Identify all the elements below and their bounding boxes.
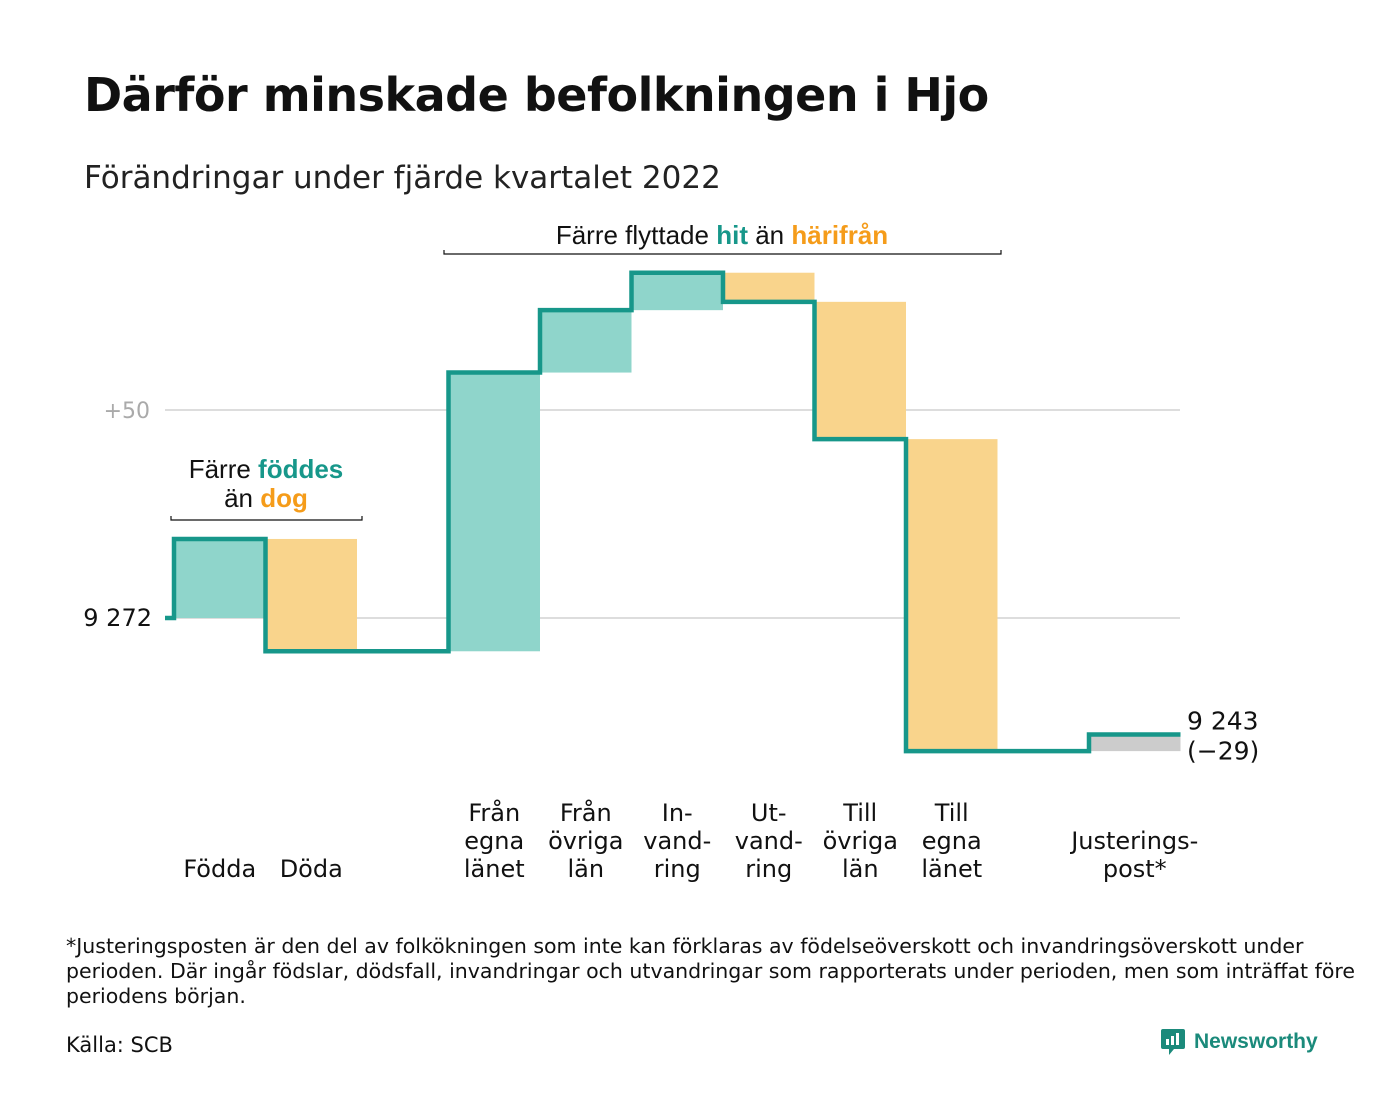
- category-label: län: [842, 855, 879, 883]
- births-bracket: [170, 516, 363, 521]
- end-change-label: (−29): [1187, 736, 1259, 765]
- bar-8-decrease: [906, 439, 998, 752]
- category-label: Från: [560, 798, 612, 827]
- category-label: ring: [745, 855, 792, 883]
- bar-5-increase: [631, 272, 723, 311]
- page-subtitle: Förändringar under fjärde kvartalet 2022: [84, 160, 721, 196]
- births-annotation-line2: än dog: [224, 483, 308, 513]
- footnote: *Justeringsposten är den del av folkökni…: [66, 934, 1355, 1008]
- category-label: egna: [922, 827, 982, 855]
- brand-logo[interactable]: Newsworthy: [1160, 1027, 1318, 1057]
- brand-name: Newsworthy: [1194, 1030, 1318, 1053]
- category-label: Justerings-: [1069, 827, 1198, 855]
- category-label: post*: [1103, 855, 1167, 883]
- bar-6-decrease: [723, 272, 815, 302]
- bar-1-decrease: [265, 538, 357, 652]
- bar-10-adjustment: [1089, 734, 1181, 752]
- gridline-label: +50: [104, 399, 150, 424]
- waterfall-line: [165, 270, 1181, 754]
- category-label: Födda: [183, 855, 256, 883]
- bar-3-increase: [448, 372, 540, 652]
- category-label: vand-: [643, 827, 711, 855]
- category-label: vand-: [735, 827, 803, 855]
- bar-0-increase: [174, 538, 266, 618]
- start-value-label: 9 272: [83, 604, 152, 632]
- category-label: övriga: [548, 827, 623, 855]
- category-label: övriga: [823, 827, 898, 855]
- bar-7-decrease: [814, 301, 906, 440]
- category-label: Från: [468, 798, 520, 827]
- category-label: Ut-: [751, 799, 787, 827]
- category-label: In-: [662, 799, 693, 827]
- births-annotation: Färre föddes: [189, 454, 344, 484]
- category-label: Till: [842, 799, 877, 827]
- category-label: länet: [921, 855, 982, 883]
- end-value-label: 9 243: [1187, 706, 1259, 735]
- moves-bracket: [443, 250, 1002, 255]
- category-label: län: [567, 855, 604, 883]
- category-label: Till: [934, 799, 969, 827]
- source-note: Källa: SCB: [66, 1033, 173, 1057]
- newsworthy-logo-icon: [1161, 1029, 1185, 1055]
- category-label: länet: [464, 855, 525, 883]
- bar-4-increase: [540, 310, 632, 373]
- moves-annotation: Färre flyttade hit än härifrån: [556, 220, 888, 250]
- page-title: Därför minskade befolkningen i Hjo: [84, 68, 989, 122]
- category-label: Döda: [280, 855, 343, 883]
- category-label: egna: [464, 827, 524, 855]
- category-label: ring: [654, 855, 701, 883]
